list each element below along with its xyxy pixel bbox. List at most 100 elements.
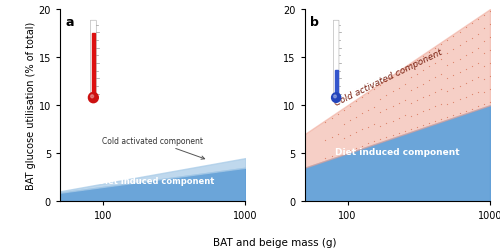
Point [413,99,421,103]
Point [450,48,458,52]
Point [480,78,488,82]
FancyBboxPatch shape [334,21,339,99]
Point [431,90,439,94]
Point [388,90,396,94]
Point [407,63,415,67]
Point [419,110,427,114]
Circle shape [332,93,340,103]
Point [322,120,330,124]
Point [468,93,475,97]
Point [388,134,396,138]
Point [376,124,384,128]
Circle shape [88,93,99,103]
Point [358,112,366,116]
Point [334,112,342,116]
Point [364,125,372,129]
Point [468,51,475,55]
Point [334,152,342,156]
Text: Cold activated component: Cold activated component [102,136,204,160]
Point [438,73,446,77]
Point [462,68,469,72]
Point [438,43,446,47]
Circle shape [90,95,94,99]
Point [431,119,439,123]
Point [407,128,415,132]
Point [468,65,475,69]
Point [346,133,354,137]
Point [480,27,488,31]
Point [352,115,360,119]
Point [370,105,378,109]
Point [486,49,494,53]
Point [388,75,396,79]
Point [425,51,433,55]
Point [376,84,384,88]
Point [444,64,452,68]
Point [431,47,439,51]
Point [468,107,475,111]
Point [474,90,482,94]
Point [340,108,348,112]
Point [407,102,415,106]
Point [376,97,384,101]
Point [486,36,494,40]
Point [376,111,384,115]
Circle shape [334,96,336,99]
Point [413,86,421,90]
Point [407,115,415,119]
Point [462,40,469,44]
Point [456,57,464,61]
Point [474,76,482,80]
Point [388,105,396,109]
Point [486,62,494,66]
Point [450,61,458,65]
Point [334,132,342,136]
Text: b: b [310,16,319,29]
Point [450,113,458,117]
Point [340,122,348,126]
Point [456,84,464,88]
Point [394,117,402,121]
Point [352,131,360,135]
Point [486,10,494,14]
Text: Diet induced component: Diet induced component [335,147,460,156]
Point [431,76,439,80]
Point [419,82,427,86]
Point [425,79,433,83]
Point [407,76,415,80]
Point [425,121,433,125]
Point [400,130,408,134]
Point [456,71,464,75]
Point [480,65,488,69]
Point [419,69,427,73]
Point [328,116,336,120]
Point [486,75,494,79]
Point [413,72,421,76]
Point [444,51,452,55]
Point [394,71,402,75]
Point [462,95,469,99]
Point [456,44,464,48]
Point [450,74,458,78]
Point [450,100,458,104]
Point [456,30,464,35]
Point [486,101,494,105]
Point [480,52,488,56]
Text: BAT and beige mass (g): BAT and beige mass (g) [213,237,337,247]
Bar [92,34,95,96]
Point [388,119,396,123]
Point [450,87,458,91]
Text: Diet induced component: Diet induced component [98,176,214,185]
Point [328,135,336,139]
Y-axis label: BAT glucose utilisation (% of total): BAT glucose utilisation (% of total) [26,22,36,190]
Text: a: a [66,16,74,29]
Point [340,136,348,140]
Point [480,14,488,18]
Point [382,122,390,126]
Point [322,138,330,142]
Point [468,22,475,26]
Point [382,80,390,84]
Point [352,146,360,150]
Point [486,88,494,92]
Point [468,79,475,83]
